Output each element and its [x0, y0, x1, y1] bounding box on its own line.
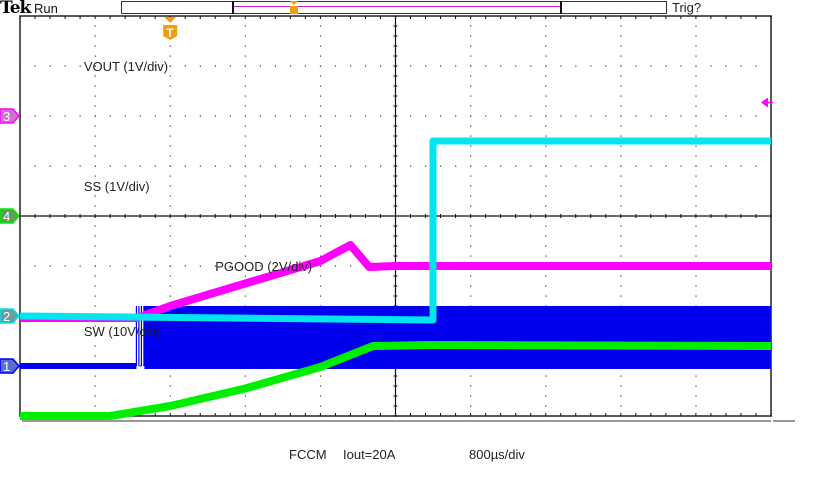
- channel-markers: 3 4 2 1 T: [0, 1, 773, 374]
- trigger-position-icon[interactable]: T: [163, 17, 178, 40]
- record-length-bar: [121, 1, 667, 14]
- acquisition-state: Run: [34, 1, 58, 16]
- trigger-state: Trig?: [672, 0, 702, 15]
- label-ch2: PGOOD (2V/div): [215, 259, 312, 274]
- waveform-labels: VOUT (1V/div) SS (1V/div) PGOOD (2V/div) SW…: [84, 59, 312, 339]
- footer-timebase: 800µs/div: [469, 447, 525, 462]
- label-ch1: SW (10V/div): [84, 324, 161, 339]
- svg-text:T: T: [166, 26, 174, 40]
- svg-text:1: 1: [3, 359, 10, 374]
- trace-ch2: [19, 137, 771, 324]
- footer-mode: FCCM: [289, 447, 327, 462]
- record-view-window[interactable]: [232, 1, 562, 14]
- trigger-level-arrow-icon[interactable]: [761, 97, 773, 108]
- record-view-line: [234, 6, 560, 7]
- brand-logo: Tek: [0, 0, 31, 18]
- channel-4-marker[interactable]: 4: [0, 208, 20, 224]
- channel-1-marker[interactable]: 1: [0, 358, 20, 374]
- svg-text:3: 3: [3, 109, 10, 124]
- waveforms: [19, 137, 772, 420]
- label-ch3: VOUT (1V/div): [84, 59, 168, 74]
- channel-3-marker[interactable]: 3: [0, 108, 20, 124]
- channel-2-marker[interactable]: 2: [0, 308, 20, 324]
- label-ch4: SS (1V/div): [84, 179, 150, 194]
- footer-load-current: Iout=20A: [343, 447, 396, 462]
- svg-text:2: 2: [3, 309, 10, 324]
- record-trigger-icon: [290, 1, 298, 14]
- trace-ch4: [20, 341, 772, 420]
- svg-text:4: 4: [3, 209, 10, 224]
